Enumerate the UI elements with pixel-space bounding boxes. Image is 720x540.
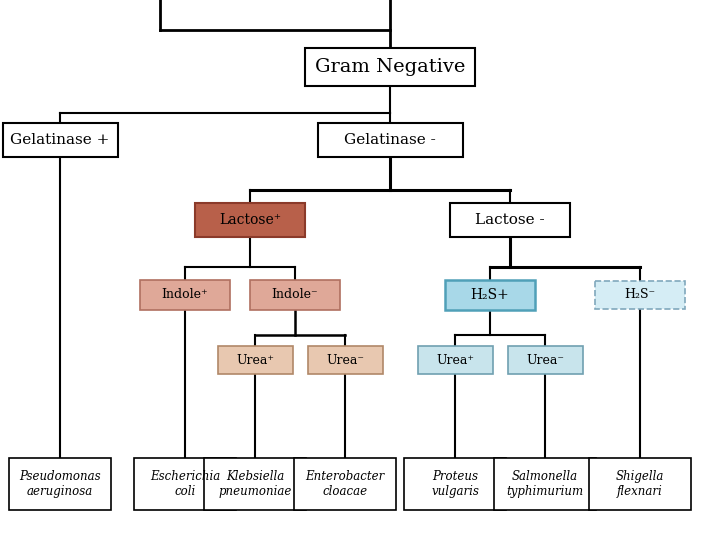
FancyBboxPatch shape [318,123,462,157]
FancyBboxPatch shape [589,458,691,510]
Text: Lactose⁺: Lactose⁺ [219,213,281,227]
FancyBboxPatch shape [307,346,382,374]
FancyBboxPatch shape [2,123,117,157]
FancyBboxPatch shape [250,280,340,310]
Text: Enterobacter
cloacae: Enterobacter cloacae [305,470,384,498]
FancyBboxPatch shape [217,346,292,374]
FancyBboxPatch shape [134,458,236,510]
Text: Urea⁻: Urea⁻ [526,354,564,367]
Text: Urea⁺: Urea⁺ [436,354,474,367]
Text: Gram Negative: Gram Negative [315,58,465,76]
Text: Escherichia
coli: Escherichia coli [150,470,220,498]
FancyBboxPatch shape [9,458,111,510]
FancyBboxPatch shape [404,458,506,510]
Text: Klebsiella
pneumoniae: Klebsiella pneumoniae [218,470,292,498]
Text: Lactose -: Lactose - [475,213,545,227]
Text: Pseudomonas
aeruginosa: Pseudomonas aeruginosa [19,470,101,498]
FancyBboxPatch shape [418,346,492,374]
FancyBboxPatch shape [204,458,306,510]
Text: Gelatinase -: Gelatinase - [344,133,436,147]
FancyBboxPatch shape [494,458,596,510]
Text: Indole⁺: Indole⁺ [162,288,208,301]
FancyBboxPatch shape [195,203,305,237]
FancyBboxPatch shape [595,281,685,309]
FancyBboxPatch shape [294,458,396,510]
Text: H₂S+: H₂S+ [471,288,509,302]
Text: Indole⁻: Indole⁻ [271,288,318,301]
Text: H₂S⁻: H₂S⁻ [624,288,656,301]
Text: Shigella
flexnari: Shigella flexnari [616,470,664,498]
FancyBboxPatch shape [508,346,582,374]
Text: Urea⁺: Urea⁺ [236,354,274,367]
Text: Proteus
vulgaris: Proteus vulgaris [431,470,479,498]
Text: Urea⁻: Urea⁻ [326,354,364,367]
FancyBboxPatch shape [450,203,570,237]
Text: Gelatinase +: Gelatinase + [10,133,109,147]
FancyBboxPatch shape [445,280,535,310]
FancyBboxPatch shape [140,280,230,310]
Text: Salmonella
typhimurium: Salmonella typhimurium [506,470,584,498]
FancyBboxPatch shape [305,48,475,86]
